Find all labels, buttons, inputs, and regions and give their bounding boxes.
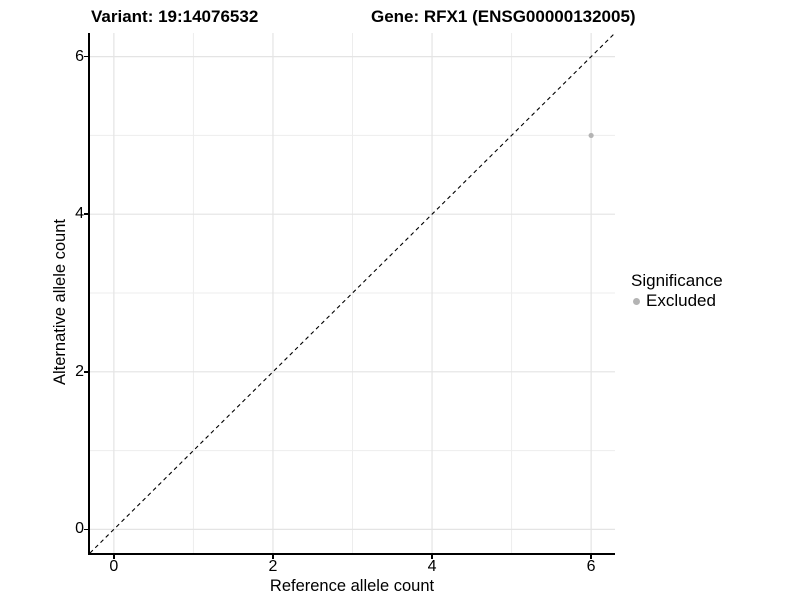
legend-key-dot: [633, 297, 640, 305]
x-axis-line: [88, 553, 615, 555]
data-point-excluded: [588, 132, 594, 139]
x-tick-mark-2: [272, 554, 274, 559]
y-tick-label-2: 2: [75, 362, 84, 380]
x-axis-title: Reference allele count: [269, 577, 435, 595]
x-tick-mark-4: [431, 554, 433, 559]
y-axis-title: Alternative allele count: [51, 219, 69, 386]
x-tick-label-4: 4: [427, 558, 437, 575]
y-tick-mark-6: [84, 55, 89, 58]
legend-item-excluded: Excluded: [631, 291, 723, 311]
x-tick-label-0: 0: [109, 558, 119, 575]
legend-item-label: Excluded: [646, 291, 716, 310]
legend: Significance Excluded: [631, 271, 723, 311]
y-tick-mark-2: [84, 371, 89, 373]
y-tick-mark-4: [84, 213, 89, 215]
y-tick-mark-0: [84, 528, 89, 531]
plot-panel: [89, 32, 616, 554]
plot-area-svg: [89, 32, 616, 554]
y-axis-line: [88, 33, 90, 555]
y-tick-label-0: 0: [75, 520, 84, 538]
x-tick-label-2: 2: [268, 558, 278, 575]
x-tick-mark-6: [590, 554, 592, 559]
y-tick-label-6: 6: [75, 47, 84, 65]
identity-dashed-line: [89, 32, 616, 554]
legend-title: Significance: [631, 271, 723, 290]
y-tick-label-4: 4: [75, 205, 84, 223]
plot-title-variant: Variant: 19:14076532: [91, 7, 259, 26]
x-tick-label-6: 6: [586, 558, 596, 575]
plot-title-gene: Gene: RFX1 (ENSG00000132005): [371, 7, 636, 26]
legend-items: Excluded: [631, 291, 723, 311]
x-tick-mark-0: [113, 554, 115, 559]
